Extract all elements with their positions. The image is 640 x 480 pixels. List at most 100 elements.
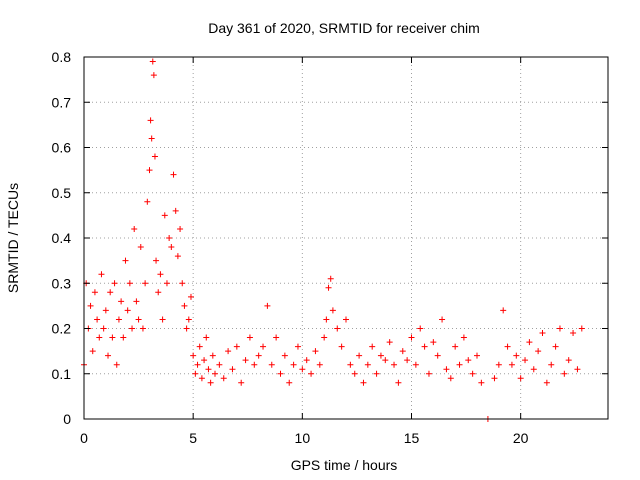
y-tick-label: 0.5: [52, 185, 72, 201]
data-point: [120, 334, 127, 341]
data-point: [166, 235, 173, 241]
data-point: [277, 370, 284, 377]
data-point: [203, 334, 210, 341]
data-point: [417, 325, 424, 332]
data-point: [303, 357, 310, 364]
data-point: [159, 316, 166, 323]
data-point: [246, 334, 253, 341]
data-point: [238, 379, 245, 386]
data-point: [452, 343, 459, 350]
data-point: [508, 361, 515, 368]
data-point: [469, 370, 476, 377]
data-point: [107, 289, 114, 296]
data-point: [373, 370, 380, 377]
data-point: [530, 366, 537, 373]
y-tick-label: 0.1: [52, 366, 72, 382]
data-point: [149, 58, 156, 65]
data-point: [113, 361, 120, 368]
data-point: [526, 339, 533, 346]
data-point: [268, 361, 275, 368]
data-point: [478, 379, 485, 386]
data-point: [399, 348, 406, 355]
data-point: [377, 352, 384, 359]
data-point: [316, 361, 323, 368]
x-tick-label: 5: [189, 430, 197, 446]
data-point: [220, 375, 227, 382]
data-point: [434, 352, 441, 359]
data-point: [491, 375, 498, 382]
y-axis-label: SRMTID / TECUs: [5, 183, 21, 293]
data-point: [105, 352, 112, 359]
data-point: [205, 366, 212, 373]
data-point: [294, 343, 301, 350]
data-point: [144, 198, 151, 205]
data-point: [179, 280, 186, 287]
data-point: [443, 366, 450, 373]
data-point: [500, 307, 507, 314]
data-point: [286, 379, 293, 386]
data-point: [161, 212, 168, 219]
data-point: [465, 357, 472, 364]
data-point: [260, 343, 267, 350]
y-tick-label: 0.4: [52, 230, 72, 246]
data-point: [338, 343, 345, 350]
y-tick-label: 0.3: [52, 275, 72, 291]
data-point: [207, 379, 214, 386]
data-point: [177, 225, 184, 232]
data-point: [126, 280, 133, 287]
data-point: [321, 334, 328, 341]
data-point: [183, 325, 190, 332]
data-point: [578, 325, 585, 332]
data-point: [196, 343, 203, 350]
data-point: [273, 334, 280, 341]
data-point: [157, 271, 164, 278]
data-point: [115, 316, 122, 323]
data-point: [474, 352, 480, 359]
data-point: [135, 316, 142, 323]
data-point: [137, 244, 144, 251]
data-point: [181, 302, 188, 309]
data-point: [395, 379, 402, 386]
data-point: [552, 343, 559, 350]
data-point: [356, 352, 363, 359]
data-point: [421, 343, 428, 350]
data-point: [412, 361, 419, 368]
data-point: [129, 325, 136, 332]
data-point: [308, 370, 315, 377]
data-point: [264, 302, 271, 309]
data-point: [168, 244, 175, 251]
data-point: [334, 325, 341, 332]
data-point: [153, 257, 160, 264]
y-tick-label: 0.7: [52, 94, 72, 110]
data-point: [233, 343, 240, 350]
x-tick-label: 15: [404, 430, 420, 446]
data-point: [170, 171, 177, 178]
x-tick-label: 0: [80, 430, 88, 446]
data-point: [150, 72, 157, 79]
data-point: [100, 325, 107, 332]
data-point: [364, 361, 371, 368]
data-point: [146, 167, 153, 174]
data-point: [118, 298, 125, 305]
data-point: [96, 334, 103, 341]
x-axis-label: GPS time / hours: [291, 457, 398, 473]
data-point: [190, 352, 197, 359]
data-point: [343, 316, 349, 323]
data-point: [229, 366, 236, 373]
data-point: [192, 370, 199, 377]
data-point: [109, 334, 116, 341]
x-tick-label: 20: [513, 430, 529, 446]
data-point: [255, 352, 262, 359]
data-point: [148, 135, 155, 142]
data-point: [360, 379, 367, 386]
data-point: [517, 375, 524, 382]
data-point: [124, 307, 131, 314]
data-point: [513, 352, 520, 359]
y-tick-label: 0: [63, 411, 71, 427]
data-point: [242, 357, 249, 364]
data-point: [147, 117, 154, 124]
data-point: [163, 280, 170, 287]
data-point: [495, 361, 502, 368]
data-point: [94, 316, 101, 323]
